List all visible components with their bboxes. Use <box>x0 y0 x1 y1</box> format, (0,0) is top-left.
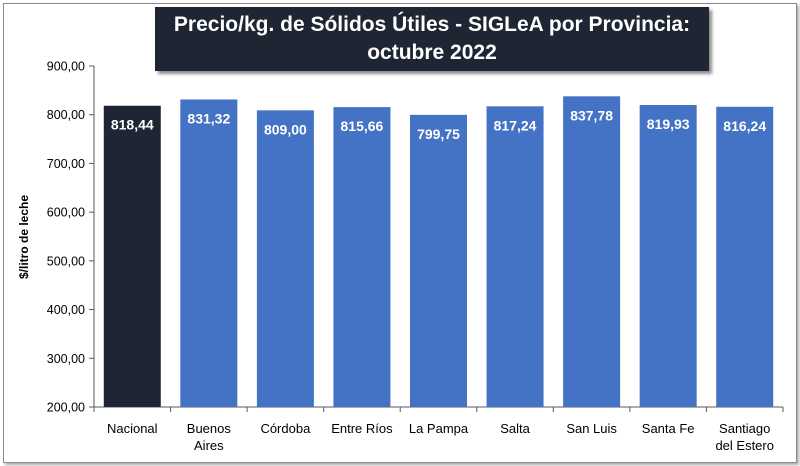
bar <box>256 110 314 407</box>
labels: 818,44 Nacional 831,32 Buenos Aires 809,00 Cór… <box>107 107 774 453</box>
y-tick-label: 600,00 <box>47 206 85 220</box>
category-label: Córdoba <box>260 421 311 436</box>
data-label: 809,00 <box>264 121 307 137</box>
category-label: Santiago <box>719 421 770 436</box>
chart-title-line-1: Precio/kg. de Sólidos Útiles - SIGLeA po… <box>173 13 691 36</box>
data-label: 819,93 <box>647 116 690 132</box>
bar <box>563 96 621 407</box>
y-tick-label: 700,00 <box>47 157 85 171</box>
category-label: del Estero <box>715 438 774 453</box>
data-label: 815,66 <box>341 118 384 134</box>
bar <box>180 99 238 407</box>
data-label: 837,78 <box>570 107 613 123</box>
category-label: Entre Ríos <box>331 421 393 436</box>
bar <box>103 105 161 407</box>
category-label: Aires <box>194 438 224 453</box>
bar <box>486 106 544 407</box>
bars <box>103 96 774 408</box>
y-axis-title: $/litro de leche <box>17 195 31 279</box>
data-label: 816,24 <box>723 118 766 134</box>
y-tick-label: 200,00 <box>47 401 85 415</box>
bar <box>716 106 774 407</box>
category-label: Santa Fe <box>642 421 695 436</box>
data-label: 831,32 <box>187 110 230 126</box>
y-tick-label: 500,00 <box>47 254 85 268</box>
chart-title-line-2: octubre 2022 <box>367 41 497 64</box>
y-tick-label: 800,00 <box>47 108 85 122</box>
chart-title: Precio/kg. de Sólidos Útiles - SIGLeA po… <box>155 7 709 71</box>
category-label: Salta <box>500 421 530 436</box>
category-label: Nacional <box>107 421 158 436</box>
bar <box>333 107 391 407</box>
data-label: 817,24 <box>494 117 537 133</box>
data-label: 799,75 <box>417 126 460 142</box>
category-label: Buenos <box>187 421 232 436</box>
bar <box>410 114 467 408</box>
bar <box>639 105 697 408</box>
data-label: 818,44 <box>111 117 154 133</box>
y-tick-label: 300,00 <box>47 352 85 366</box>
category-label: San Luis <box>566 421 617 436</box>
category-label: La Pampa <box>409 421 469 436</box>
y-tick-label: 400,00 <box>47 303 85 317</box>
y-tick-label: 900,00 <box>47 60 85 74</box>
